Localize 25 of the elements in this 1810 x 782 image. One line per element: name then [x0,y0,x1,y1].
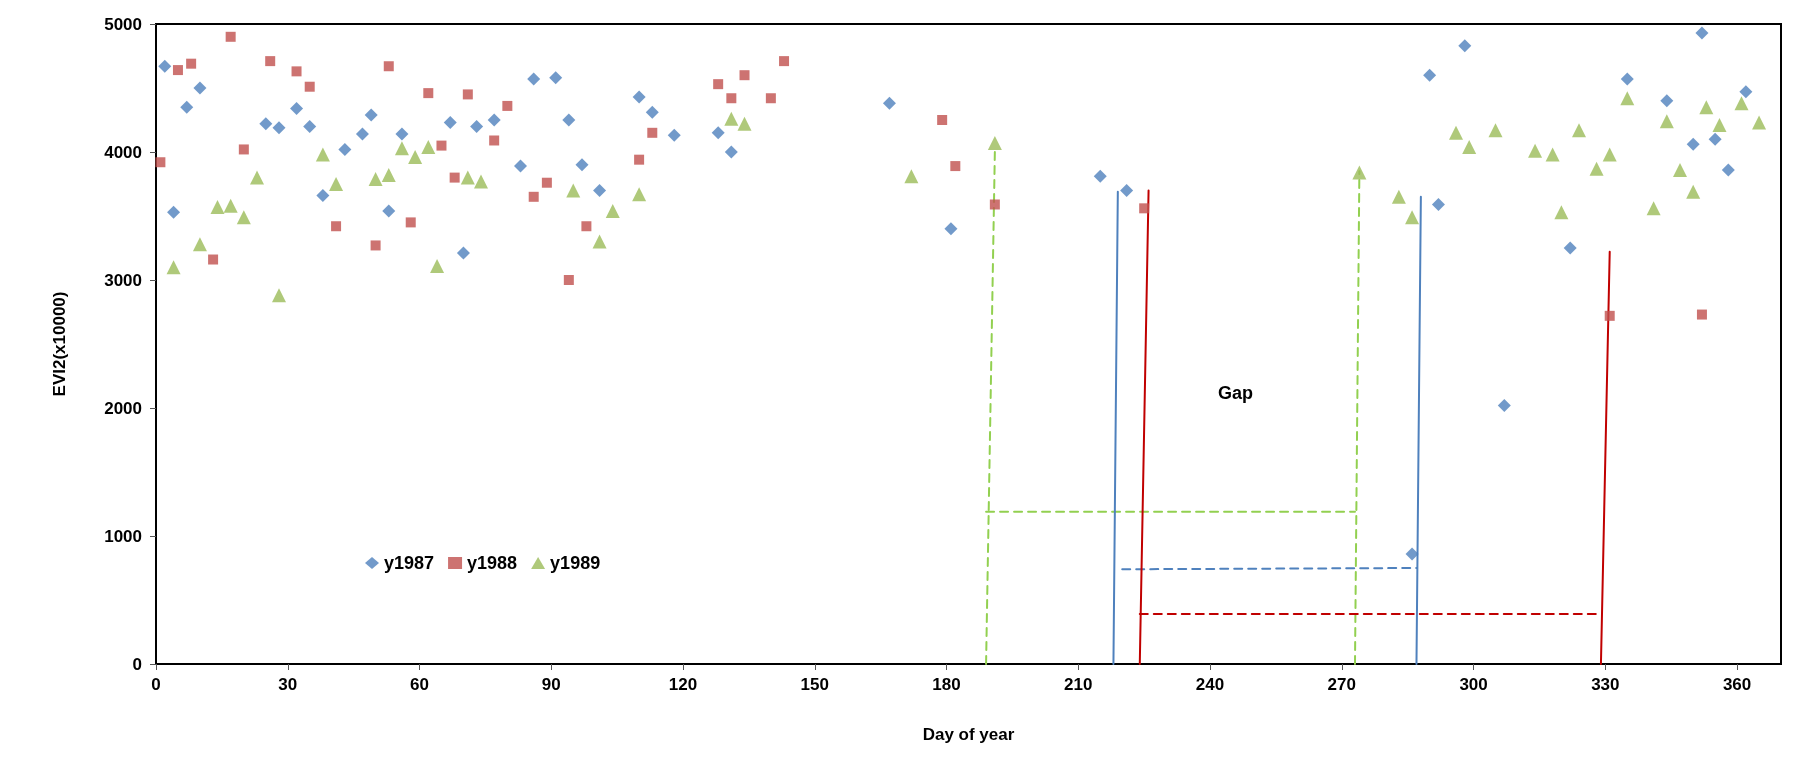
y-tick-label: 1000 [104,526,142,546]
legend-label: y1989 [550,553,601,573]
x-tick-label: 240 [1195,675,1225,694]
y-tick-label: 3000 [104,270,142,290]
x-tick-label: 180 [932,675,961,694]
x-tick-label: 0 [151,675,161,694]
y-axis-title: EVI2(x10000) [50,291,69,397]
legend-label: y1987 [384,553,435,573]
x-tick-label: 360 [1722,675,1752,694]
y-tick-label: 4000 [104,142,142,162]
x-tick-label: 150 [800,675,829,694]
y-tick-label: 0 [132,654,142,674]
x-tick-label: 270 [1327,675,1356,694]
x-axis-title: Day of year [922,725,1015,744]
annotation: Gap [1218,383,1254,403]
x-tick-label: 90 [541,675,561,694]
x-tick-label: 330 [1591,675,1620,694]
legend-label: y1988 [467,553,518,573]
x-tick-label: 210 [1064,675,1093,694]
x-tick-label: 30 [278,675,298,694]
x-tick-label: 300 [1459,675,1488,694]
x-tick-label: 120 [668,675,698,694]
y-tick-label: 5000 [104,14,142,34]
y-tick-label: 2000 [104,398,142,418]
x-tick-label: 60 [410,675,429,694]
